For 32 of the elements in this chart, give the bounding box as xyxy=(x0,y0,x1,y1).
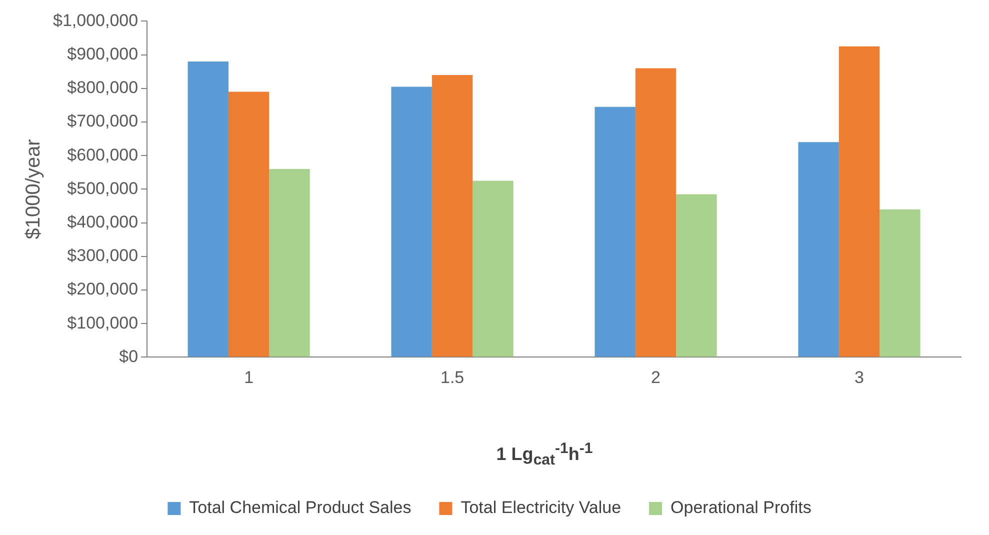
x-tick-label: 1.5 xyxy=(440,368,464,388)
y-tick-label: $300,000 xyxy=(67,246,138,266)
y-tick-label: $100,000 xyxy=(67,313,138,332)
y-tick-label: $500,000 xyxy=(67,178,138,198)
y-axis-title: $1000/year xyxy=(22,138,45,240)
y-tick-label: $900,000 xyxy=(67,44,138,64)
bar xyxy=(635,68,676,357)
bar xyxy=(269,169,310,357)
y-tick-label: $400,000 xyxy=(67,212,138,232)
legend-label: Total Chemical Product Sales xyxy=(189,498,412,518)
bar xyxy=(594,106,636,357)
y-tick-label: $600,000 xyxy=(67,145,138,164)
y-tick-label: $0 xyxy=(119,346,138,366)
bar xyxy=(228,92,270,357)
x-axis-title: 1 Lg$_{cat}$$^{-1}$h$^{-1}$ xyxy=(495,440,594,469)
y-tick-label: $200,000 xyxy=(67,280,138,299)
bar xyxy=(838,46,880,357)
y-tick-label: $1,000,000 xyxy=(52,10,138,30)
bar xyxy=(432,74,473,357)
y-tick-label: $800,000 xyxy=(67,78,138,98)
bar xyxy=(472,180,514,357)
x-tick-label: 2 xyxy=(651,368,661,388)
bar xyxy=(391,86,432,357)
x-tick-label: 3 xyxy=(854,368,864,388)
bar xyxy=(188,62,228,357)
legend-label: Total Electricity Value xyxy=(460,498,622,518)
bar xyxy=(798,142,839,357)
x-tick-label: 1 xyxy=(244,368,254,388)
legend-label: Operational Profits xyxy=(670,498,812,518)
y-tick-label: $700,000 xyxy=(67,112,138,131)
bar xyxy=(676,194,717,357)
bar xyxy=(880,209,920,357)
